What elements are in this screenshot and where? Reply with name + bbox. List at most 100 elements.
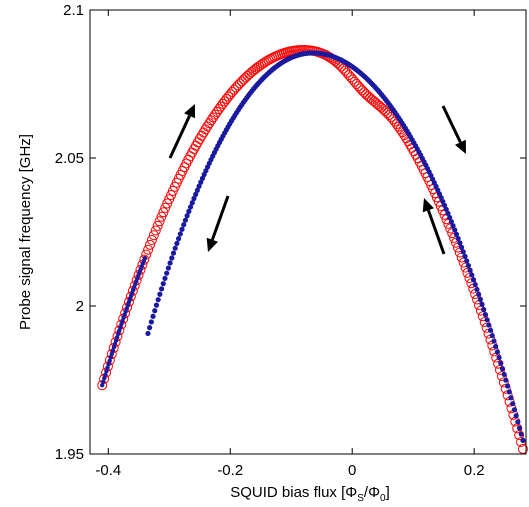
series-red-point [364, 92, 375, 103]
x-axis-label-sub1: S [357, 493, 364, 504]
series-red-point [152, 220, 163, 231]
series-blue-trace-point [104, 368, 109, 374]
series-red-point [210, 109, 221, 120]
series-red-point [215, 101, 226, 112]
series-blue-point [489, 333, 495, 339]
series-blue-point [153, 302, 160, 308]
series-blue-point [470, 277, 477, 283]
series-red-point [498, 377, 509, 388]
series-blue-point [198, 179, 204, 185]
y-tick-label: 2 [76, 298, 84, 315]
x-tick-label: 0 [348, 462, 356, 479]
series-blue-trace-point [103, 372, 108, 377]
series-blue-point [498, 360, 504, 366]
series-blue-point [511, 407, 518, 413]
x-tick-label: -0.2 [217, 462, 243, 479]
series-blue-point [194, 187, 200, 193]
series-red-point [380, 106, 391, 117]
series-blue-point [443, 206, 449, 212]
series-red-point [236, 76, 247, 87]
series-blue-point [176, 236, 182, 242]
series-blue-point [486, 322, 492, 328]
series-blue-point [181, 222, 187, 228]
series-blue-point [445, 210, 451, 216]
arrow-down-head [206, 237, 218, 252]
arrow-up-head [422, 198, 434, 213]
series-blue-point [164, 270, 170, 276]
series-blue-point [165, 265, 171, 271]
series-blue-point [147, 325, 153, 331]
series-blue-point [162, 275, 168, 281]
series-red-point [372, 99, 383, 110]
series-red-point [150, 225, 161, 236]
series-layer [97, 44, 528, 454]
series-blue-point [145, 330, 151, 337]
series-blue-point [453, 231, 460, 237]
series-red-point [143, 244, 154, 255]
y-tick-label: 2.05 [55, 150, 84, 167]
series-blue-point [510, 401, 516, 407]
arrow-up-shaft [426, 209, 446, 255]
series-blue-trace-point [107, 358, 112, 363]
series-blue-point [482, 312, 489, 318]
series-blue-point [155, 297, 161, 303]
series-blue-point [148, 319, 154, 325]
series-blue-point [477, 296, 483, 302]
series-blue-point [448, 218, 454, 225]
series-blue-point [465, 262, 471, 269]
series-blue-point [472, 281, 478, 288]
arrow-down-shaft [441, 105, 462, 143]
series-blue-point [160, 281, 166, 287]
series-blue-point [440, 198, 446, 205]
series-blue-point [158, 286, 165, 292]
series-blue-point [184, 213, 190, 219]
series-blue-point [193, 191, 199, 197]
series-blue-point [186, 208, 192, 214]
series-red-point [213, 104, 224, 115]
series-blue-point [455, 235, 461, 242]
y-axis-label: Probe signal frequency [GHz] [17, 134, 34, 330]
series-blue-point [503, 377, 509, 383]
series-blue-point [462, 253, 468, 259]
x-axis-label: SQUID bias flux [ΦS/Φ0] [230, 484, 390, 504]
series-blue-point [182, 217, 189, 223]
series-blue-point [174, 240, 180, 246]
series-blue-point [457, 240, 463, 246]
series-blue-point [189, 200, 195, 206]
series-blue-point [441, 202, 448, 209]
x-axis-label-main: SQUID bias flux [Φ [230, 484, 357, 501]
arrow-down-head [455, 139, 466, 154]
series-red-point [217, 98, 228, 109]
series-blue-trace-point [100, 383, 105, 388]
arrow-up-head [184, 104, 195, 119]
series-blue-point [496, 354, 502, 361]
series-blue-trace-point [109, 351, 115, 357]
series-blue-point [513, 413, 519, 419]
series-blue-point [516, 425, 523, 431]
series-red-point [206, 115, 217, 126]
series-blue-trace-point [142, 255, 148, 261]
series-red-point [238, 74, 249, 85]
x-tick-label: -0.4 [95, 462, 121, 479]
series-red-point [162, 198, 173, 209]
x-axis-label-sub2: 0 [380, 493, 386, 504]
series-blue-trace-point [108, 355, 113, 360]
series-blue-point [474, 286, 480, 293]
series-blue-point [476, 291, 482, 297]
series-blue-point [484, 317, 490, 323]
series-blue-trace-point [101, 379, 106, 384]
series-blue-point [172, 245, 178, 251]
series-blue-point [520, 437, 526, 444]
series-red-point [481, 322, 492, 333]
series-red-point [363, 91, 374, 102]
x-axis-label-end: ] [386, 484, 390, 501]
series-blue-point [499, 366, 506, 372]
series-red-point [158, 207, 169, 218]
series-blue-point [450, 223, 456, 229]
series-blue-point [152, 308, 158, 314]
y-tick-label: 1.95 [55, 446, 84, 463]
series-blue-point [505, 383, 511, 389]
series-blue-trace-point [113, 338, 119, 343]
series-red-point [479, 317, 490, 327]
